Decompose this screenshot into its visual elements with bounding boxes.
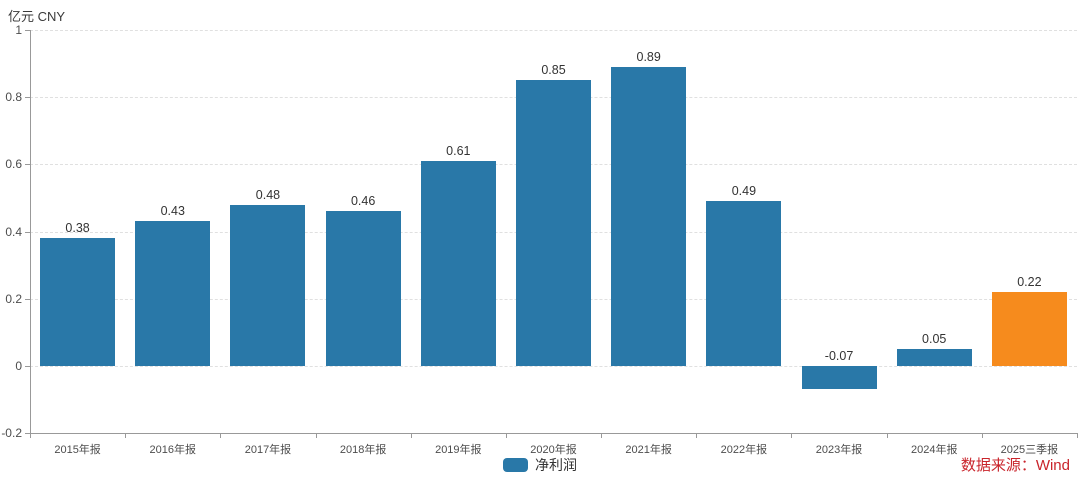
x-tick-label-2020年报: 2020年报 <box>530 444 577 456</box>
x-tick-mark <box>505 433 507 438</box>
y-tick-mark <box>25 433 30 434</box>
bar-2015年报[interactable] <box>40 238 116 366</box>
bar-value-label: 0.49 <box>731 184 757 199</box>
x-tick-mark <box>696 433 698 438</box>
bar-2023年报[interactable] <box>801 365 877 390</box>
x-tick-mark <box>791 433 793 438</box>
bar-2018年报[interactable] <box>325 211 401 366</box>
bar-value-label: 0.48 <box>255 187 281 202</box>
gridline <box>30 30 1077 31</box>
bar-2022年报[interactable] <box>706 201 782 366</box>
bar-2024年报[interactable] <box>896 349 972 366</box>
x-tick-label-2023年报: 2023年报 <box>815 444 863 456</box>
y-tick-label: -0.2 <box>1 426 22 440</box>
bar-value-label: 0.43 <box>160 204 185 219</box>
y-axis-line <box>30 30 31 433</box>
bar-2025三季报[interactable] <box>991 291 1067 366</box>
bar-2020年报[interactable] <box>516 80 591 366</box>
x-tick-label-2024年报: 2024年报 <box>910 444 958 456</box>
legend[interactable]: 净利润 <box>0 455 1080 475</box>
bar-value-label: 0.22 <box>1017 274 1042 289</box>
x-tick-label-2019年报: 2019年报 <box>435 444 482 456</box>
legend-swatch-icon <box>503 458 528 472</box>
y-tick-mark <box>25 164 30 166</box>
x-tick-mark <box>601 433 603 438</box>
bar-value-label: -0.07 <box>824 348 854 363</box>
y-tick-label: 0.2 <box>5 291 22 306</box>
x-tick-label-2017年报: 2017年报 <box>244 444 292 456</box>
x-tick-mark <box>30 433 31 438</box>
x-tick-label-2025三季报: 2025三季报 <box>1000 444 1059 456</box>
y-tick-label: 1 <box>15 23 22 37</box>
y-tick-label: 0 <box>15 358 22 373</box>
bar-value-label: 0.85 <box>541 63 566 78</box>
x-tick-label-2018年报: 2018年报 <box>339 444 387 456</box>
y-axis-unit-label: 亿元 CNY <box>8 9 66 24</box>
x-axis-line <box>30 433 1078 434</box>
x-tick-label-2016年报: 2016年报 <box>149 444 197 456</box>
legend-label: 净利润 <box>535 457 577 473</box>
x-tick-mark <box>410 433 412 438</box>
bar-2021年报[interactable] <box>611 66 687 366</box>
y-tick-label: 0.8 <box>5 90 22 105</box>
bar-2019年报[interactable] <box>420 160 496 366</box>
y-tick-mark <box>25 298 30 300</box>
x-tick-label-2022年报: 2022年报 <box>720 444 768 456</box>
x-tick-mark <box>886 433 888 438</box>
y-tick-mark <box>25 231 30 233</box>
x-tick-label-2021年报: 2021年报 <box>625 444 672 456</box>
gridline <box>30 365 1077 367</box>
bar-value-label: 0.61 <box>446 143 471 158</box>
x-tick-mark <box>220 433 222 438</box>
bar-2017年报[interactable] <box>230 204 306 366</box>
x-tick-mark <box>315 433 317 438</box>
bar-value-label: 0.89 <box>636 49 661 64</box>
x-tick-mark <box>981 433 983 438</box>
y-tick-label: 0.4 <box>5 224 22 239</box>
y-tick-mark <box>25 365 30 367</box>
bar-value-label: 0.38 <box>65 221 90 236</box>
bar-2016年报[interactable] <box>135 221 211 366</box>
bar-value-label: 0.05 <box>922 332 947 347</box>
x-tick-mark <box>125 433 127 438</box>
bar-value-label: 0.46 <box>350 194 376 209</box>
y-tick-mark <box>25 30 30 31</box>
x-tick-mark <box>1077 433 1078 438</box>
x-tick-label-2015年报: 2015年报 <box>54 444 101 456</box>
y-tick-label: 0.6 <box>5 157 22 172</box>
data-source-label: 数据来源：Wind <box>960 457 1070 474</box>
y-tick-mark <box>25 97 30 99</box>
